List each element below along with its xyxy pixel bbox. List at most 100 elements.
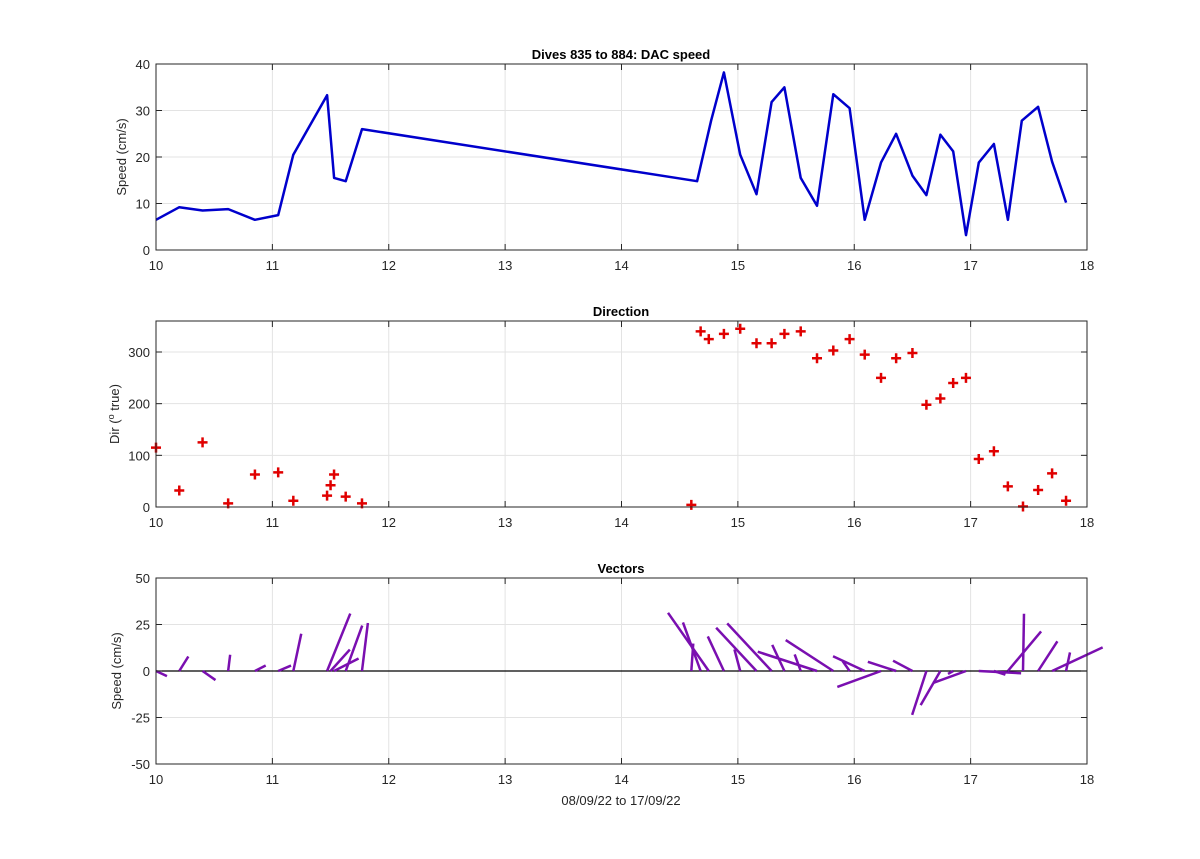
- direction-panel-ylabel: Dir (o true): [106, 384, 122, 444]
- direction-point: [973, 453, 984, 464]
- direction-point: [907, 348, 918, 359]
- direction-point: [273, 467, 284, 478]
- vector-stick: [155, 669, 168, 678]
- y-tick-label: 0: [143, 243, 150, 258]
- vector-stick: [867, 660, 897, 673]
- x-tick-label: 13: [498, 258, 512, 273]
- x-tick-label: 13: [498, 772, 512, 787]
- x-tick-label: 17: [963, 515, 977, 530]
- direction-point: [751, 338, 762, 349]
- vector-stick: [892, 659, 914, 673]
- y-tick-label: 25: [136, 618, 150, 633]
- y-tick-label: 0: [143, 664, 150, 679]
- x-tick-label: 12: [382, 258, 396, 273]
- vector-stick: [333, 657, 360, 673]
- vector-stick: [832, 655, 866, 673]
- vector-stick: [715, 626, 758, 672]
- direction-point: [197, 437, 208, 448]
- vector-stick: [793, 653, 802, 672]
- direction-point: [876, 372, 887, 383]
- y-tick-label: 300: [128, 345, 150, 360]
- direction-point: [340, 491, 351, 502]
- x-tick-label: 10: [149, 515, 163, 530]
- x-tick-label: 11: [266, 515, 280, 530]
- vector-stick: [1051, 646, 1104, 673]
- vector-stick: [1037, 640, 1059, 672]
- vector-stick: [706, 635, 726, 672]
- x-tick-label: 16: [847, 515, 861, 530]
- direction-point: [1061, 495, 1072, 506]
- y-tick-label: 200: [128, 397, 150, 412]
- x-tick-label: 15: [731, 772, 745, 787]
- vector-stick: [201, 669, 217, 682]
- x-tick-label: 17: [963, 772, 977, 787]
- x-tick-label: 18: [1080, 772, 1094, 787]
- speed-panel-ylabel: Speed (cm/s): [114, 118, 129, 195]
- vectors-panel: Vectors Speed (cm/s) 08/09/22 to 17/09/2…: [109, 561, 1104, 808]
- x-tick-label: 17: [963, 258, 977, 273]
- vector-stick: [726, 622, 773, 672]
- x-tick-label: 18: [1080, 258, 1094, 273]
- vector-stick: [325, 613, 352, 672]
- direction-point: [828, 345, 839, 356]
- vector-stick: [360, 622, 370, 672]
- vector-stick: [344, 625, 364, 672]
- vector-stick: [733, 649, 742, 672]
- vector-stick: [836, 669, 882, 689]
- direction-ylabel-end: true): [107, 384, 122, 414]
- vector-stick: [932, 669, 967, 685]
- direction-panel: Direction Dir (o true) 10 11 12 13 14 15 16 17 1…: [106, 304, 1094, 530]
- vector-stick: [277, 664, 292, 673]
- direction-point: [1017, 501, 1028, 512]
- x-tick-label: 18: [1080, 515, 1094, 530]
- x-tick-label: 10: [149, 772, 163, 787]
- x-tick-label: 16: [847, 258, 861, 273]
- direction-point: [288, 495, 299, 506]
- x-tick-label: 12: [382, 772, 396, 787]
- data-layer: [155, 612, 1104, 716]
- grid: [155, 321, 1088, 508]
- grid: [155, 63, 1088, 251]
- x-tick-label: 11: [266, 258, 280, 273]
- direction-point: [812, 353, 823, 364]
- direction-panel-title: Direction: [593, 304, 649, 319]
- direction-point: [703, 334, 714, 345]
- vectors-panel-ylabel: Speed (cm/s): [109, 632, 124, 709]
- direction-point: [988, 446, 999, 457]
- direction-point: [329, 469, 340, 480]
- direction-point: [859, 349, 870, 360]
- vector-stick: [329, 648, 351, 672]
- vector-stick: [178, 655, 190, 672]
- vector-stick: [226, 654, 232, 672]
- direction-point: [695, 326, 706, 337]
- vectors-panel-xlabel: 08/09/22 to 17/09/22: [561, 793, 680, 808]
- vector-stick: [757, 650, 818, 673]
- vector-stick: [667, 612, 710, 672]
- x-tick-label: 11: [266, 772, 280, 787]
- vector-stick: [947, 669, 954, 676]
- direction-point: [948, 378, 959, 388]
- direction-point: [1033, 484, 1044, 495]
- y-tick-label: -25: [131, 711, 150, 726]
- direction-point: [718, 328, 729, 339]
- vectors-panel-title: Vectors: [598, 561, 645, 576]
- direction-point: [766, 338, 777, 349]
- direction-point: [960, 372, 971, 383]
- vector-stick: [254, 664, 267, 673]
- direction-point: [686, 499, 697, 510]
- direction-point: [921, 399, 932, 410]
- x-tick-label: 16: [847, 772, 861, 787]
- direction-point: [1002, 481, 1013, 492]
- direction-point: [249, 469, 260, 480]
- y-tick-label: 10: [136, 197, 150, 212]
- direction-point: [891, 353, 902, 364]
- y-tick-label: 0: [143, 500, 150, 515]
- direction-point: [174, 485, 185, 496]
- speed-panel: Dives 835 to 884: DAC speed Speed (cm/s)…: [114, 47, 1094, 273]
- vector-stick: [785, 639, 834, 673]
- data-layer: [155, 71, 1068, 237]
- vector-stick: [910, 670, 928, 716]
- y-tick-label: 30: [136, 104, 150, 119]
- direction-point: [735, 323, 746, 334]
